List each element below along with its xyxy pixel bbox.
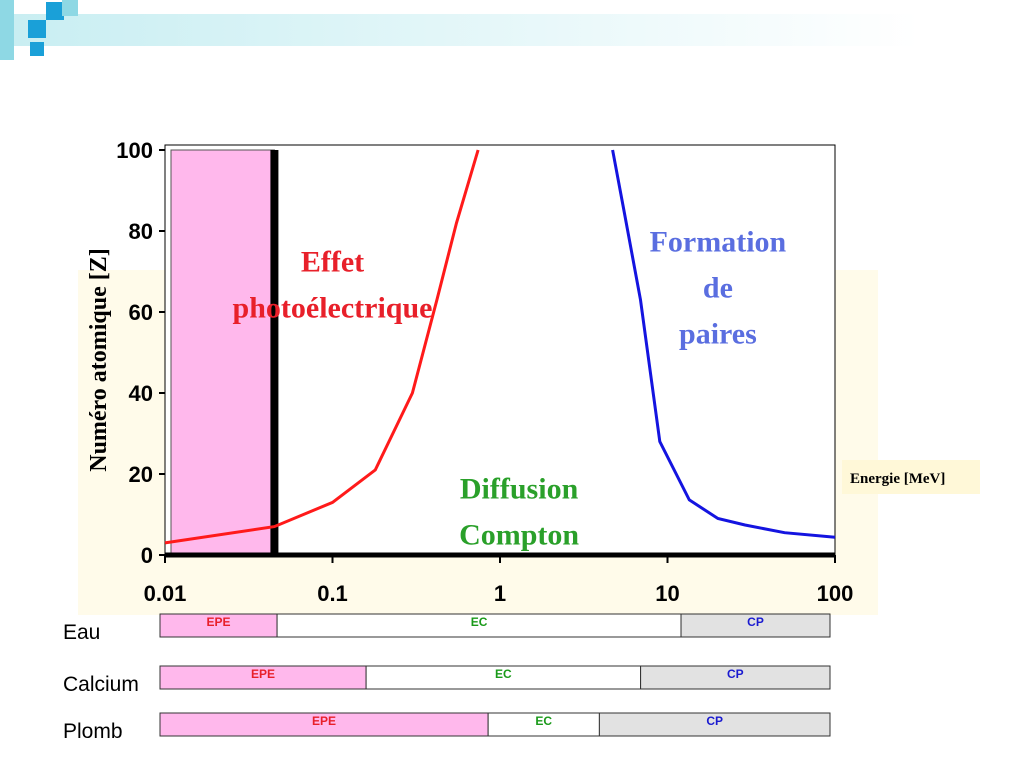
curve: [611, 149, 836, 539]
y-tick-label: 80: [129, 219, 153, 244]
segment-label: EPE: [251, 667, 275, 681]
row-label: Plomb: [63, 720, 123, 743]
x-label-box: [842, 460, 980, 494]
y-tick-label: 100: [116, 138, 153, 163]
segment-label: CP: [747, 615, 764, 629]
segment-label: EC: [495, 667, 512, 681]
deco: [0, 0, 14, 60]
deco: [46, 2, 64, 20]
annotation: Diffusion: [460, 472, 579, 505]
x-axis-label: Energie [MeV]: [850, 471, 945, 487]
curve: [164, 149, 480, 545]
highlight-region: [170, 149, 275, 556]
y-tick-label: 40: [129, 381, 153, 406]
y-tick-label: 20: [129, 462, 153, 487]
segment-label: EC: [535, 714, 552, 728]
annotation: de: [703, 271, 733, 304]
segment-label: EPE: [207, 615, 231, 629]
y-axis-label: Numéro atomique [Z]: [86, 248, 112, 472]
x-tick-label: 0.01: [144, 581, 187, 606]
segment-label: CP: [706, 714, 723, 728]
segment: [598, 712, 831, 737]
segment-label: EPE: [312, 714, 336, 728]
deco: [62, 0, 78, 16]
annotation: paires: [679, 317, 757, 350]
deco: [30, 42, 44, 56]
x-tick-label: 10: [655, 581, 679, 606]
segment-label: EC: [471, 615, 488, 629]
row-label: Calcium: [63, 673, 139, 696]
annotation: photoélectrique: [233, 292, 433, 325]
segment: [640, 665, 831, 690]
x-tick-label: 1: [494, 581, 506, 606]
segment: [680, 613, 831, 638]
annotation: Formation: [650, 225, 787, 258]
x-tick-label: 0.1: [317, 581, 348, 606]
deco: [28, 20, 46, 38]
y-tick-label: 60: [129, 300, 153, 325]
x-tick-label: 100: [817, 581, 854, 606]
segment-label: CP: [727, 667, 744, 681]
annotation: Compton: [459, 518, 579, 551]
y-tick-label: 0: [141, 543, 153, 568]
annotation: Effet: [301, 246, 364, 279]
header-band: [0, 14, 920, 46]
row-label: Eau: [63, 621, 100, 644]
